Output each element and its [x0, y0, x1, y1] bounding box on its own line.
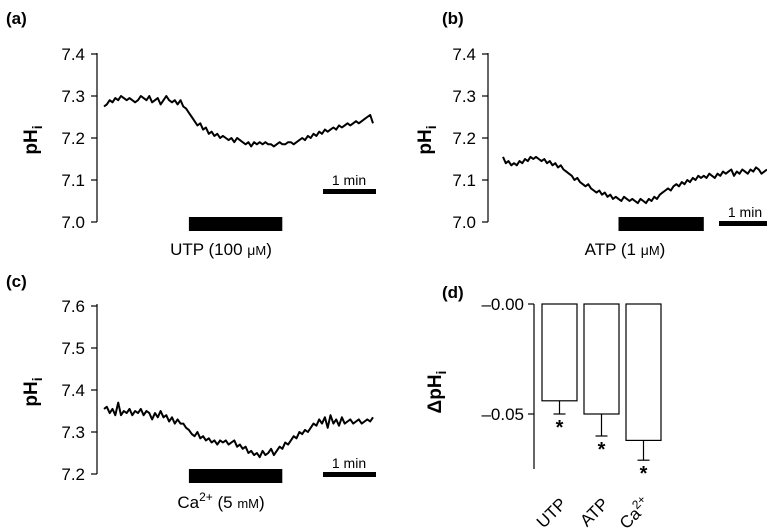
panel-a-y-label-sub: i — [29, 125, 45, 129]
panel-a-stimulus-unit-m: M — [255, 243, 266, 258]
category-label: ATP — [576, 494, 612, 529]
panel-c: (c) 7.2 7.3 7.4 7.5 7.6 pHi Ca2+ (5 mM) … — [6, 272, 376, 512]
panel-c-stimulus-unit-m: mM — [237, 496, 259, 511]
panel-d: (d) –0.00 –0.05 ΔpHi * UTP * ATP * Ca2+ — [425, 283, 662, 529]
panel-b-y-label: pHi — [415, 125, 439, 154]
significance-star: * — [556, 417, 564, 439]
panel-d-y-label-sub: i — [433, 371, 449, 375]
panel-b-y-label-sub: i — [423, 125, 439, 129]
panel-b-stimulus-pre: ATP (1 — [585, 240, 641, 259]
panel-b-tick-label: 7.4 — [452, 45, 476, 64]
panel-b-trace — [502, 155, 767, 205]
panel-a-scale-label: 1 min — [332, 172, 366, 188]
panel-b-stimulus-label: ATP (1 μM) — [585, 240, 666, 259]
panel-a-stimulus-unit-mu: μ — [247, 242, 255, 258]
panel-c-tick-label: 7.2 — [61, 465, 85, 484]
panel-c-y-label: pHi — [21, 377, 45, 406]
panel-c-trace — [103, 401, 374, 459]
panel-a-tick-label: 7.0 — [61, 213, 85, 232]
bar — [625, 303, 662, 441]
panel-a-y-label: pHi — [21, 125, 45, 154]
panel-b-stimulus-bar — [618, 217, 704, 231]
panel-c-label: (c) — [6, 272, 27, 291]
panel-c-stimulus-bar — [188, 469, 283, 483]
significance-star: * — [640, 463, 648, 485]
panel-c-stimulus-sup: 2+ — [199, 490, 213, 504]
panel-b-tick-label: 7.1 — [452, 171, 476, 190]
panel-c-tick-label: 7.4 — [61, 381, 85, 400]
bar — [583, 303, 620, 415]
panel-a: (a) 7.0 7.1 7.2 7.3 7.4 pHi UTP (100 μM)… — [6, 9, 376, 259]
panel-c-ticks: 7.2 7.3 7.4 7.5 7.6 — [61, 297, 97, 484]
panel-a-tick-label: 7.2 — [61, 129, 85, 148]
panel-a-stimulus-post: ) — [266, 240, 272, 259]
panel-b-stimulus-unit-mu: μ — [641, 242, 649, 258]
panel-c-tick-label: 7.5 — [61, 339, 85, 358]
panel-c-stimulus-pre: Ca — [177, 493, 199, 512]
panel-a-label: (a) — [6, 9, 27, 28]
panel-a-y-label-main: pH — [21, 129, 42, 154]
panel-a-ticks: 7.0 7.1 7.2 7.3 7.4 — [61, 45, 97, 232]
panel-c-y-label-main: pH — [21, 381, 42, 406]
panel-c-scale-bar — [323, 472, 376, 477]
panel-c-tick-label: 7.3 — [61, 423, 85, 442]
panel-d-tick-label: –0.00 — [481, 295, 524, 314]
significance-star: * — [598, 439, 606, 461]
panel-a-tick-label: 7.1 — [61, 171, 85, 190]
panel-b-stimulus-unit-m: M — [649, 243, 660, 258]
panel-d-label: (d) — [442, 283, 464, 302]
category-label: UTP — [533, 494, 570, 529]
panel-d-y-label-main: ΔpH — [425, 374, 446, 413]
bar — [541, 303, 578, 402]
panel-d-tick-label: –0.05 — [481, 405, 524, 424]
panel-c-stimulus-post: (5 — [213, 493, 238, 512]
panel-b-tick-label: 7.2 — [452, 129, 476, 148]
panel-a-scale-bar — [323, 189, 376, 194]
panel-a-stimulus-bar — [188, 217, 283, 231]
category-label: Ca2+ — [614, 492, 655, 529]
panel-b-ticks: 7.0 7.1 7.2 7.3 7.4 — [452, 45, 488, 232]
panel-a-trace — [103, 95, 374, 148]
panel-b-scale-bar — [719, 221, 767, 226]
panel-c-stimulus-label: Ca2+ (5 mM) — [177, 490, 264, 512]
panel-b: (b) 7.0 7.1 7.2 7.3 7.4 pHi ATP (1 μM) 1… — [415, 9, 767, 259]
panel-a-stimulus-label: UTP (100 μM) — [170, 240, 272, 259]
panel-c-y-label-sub: i — [29, 377, 45, 381]
panel-c-tick-label: 7.6 — [61, 297, 85, 316]
panel-b-tick-label: 7.0 — [452, 213, 476, 232]
panel-b-scale-label: 1 min — [728, 204, 762, 220]
panel-b-label: (b) — [442, 9, 464, 28]
panel-a-tick-label: 7.3 — [61, 87, 85, 106]
panel-c-stimulus-end: ) — [259, 493, 265, 512]
panel-b-tick-label: 7.3 — [452, 87, 476, 106]
panel-a-tick-label: 7.4 — [61, 45, 85, 64]
panel-d-y-label: ΔpHi — [425, 371, 449, 414]
panel-b-stimulus-post: ) — [660, 240, 666, 259]
panel-c-scale-label: 1 min — [332, 455, 366, 471]
panel-b-y-label-main: pH — [415, 129, 436, 154]
panel-a-stimulus-pre: UTP (100 — [170, 240, 247, 259]
